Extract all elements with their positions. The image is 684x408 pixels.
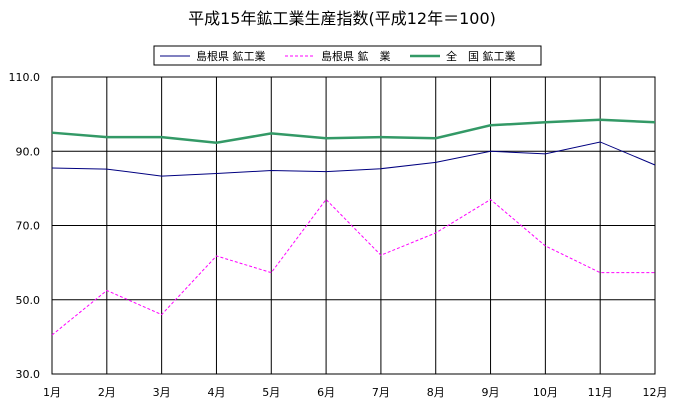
x-tick-label: 5月 — [262, 386, 280, 399]
chart-title: 平成15年鉱工業生産指数(平成12年＝100) — [188, 9, 496, 28]
y-axis-ticks: 30.0 50.0 70.0 90.0 110.0 — [9, 71, 41, 381]
x-tick-label: 1月 — [43, 386, 61, 399]
series-line-1 — [51, 141, 656, 177]
x-axis-ticks: 1月 2月 3月 4月 5月 6月 7月 8月 9月 10月 11月 12月 — [43, 386, 668, 399]
x-tick-label: 7月 — [372, 386, 390, 399]
y-tick-label: 90.0 — [16, 145, 41, 158]
gridlines — [51, 76, 656, 375]
y-tick-label: 50.0 — [16, 294, 41, 307]
x-tick-label: 10月 — [533, 386, 558, 399]
x-tick-label: 11月 — [588, 386, 613, 399]
y-tick-label: 30.0 — [16, 368, 41, 381]
series-line-2 — [51, 198, 655, 336]
x-tick-label: 9月 — [482, 386, 500, 399]
y-tick-label: 110.0 — [9, 71, 41, 84]
x-tick-label: 4月 — [207, 386, 225, 399]
legend-label-1: 島根県 鉱工業 — [196, 49, 266, 63]
x-tick-label: 8月 — [427, 386, 445, 399]
legend-label-3: 全 国 鉱工業 — [446, 49, 516, 63]
y-tick-label: 70.0 — [16, 220, 41, 233]
legend-box — [153, 45, 542, 66]
x-tick-label: 6月 — [317, 386, 335, 399]
x-tick-label: 2月 — [98, 386, 116, 399]
legend-label-2: 島根県 鉱 業 — [321, 49, 391, 63]
x-tick-label: 12月 — [643, 386, 668, 399]
series-lines — [51, 118, 656, 336]
x-tick-label: 3月 — [153, 386, 171, 399]
legend: 島根県 鉱工業 島根県 鉱 業 全 国 鉱工業 — [153, 45, 542, 66]
series-line-3 — [51, 118, 656, 144]
